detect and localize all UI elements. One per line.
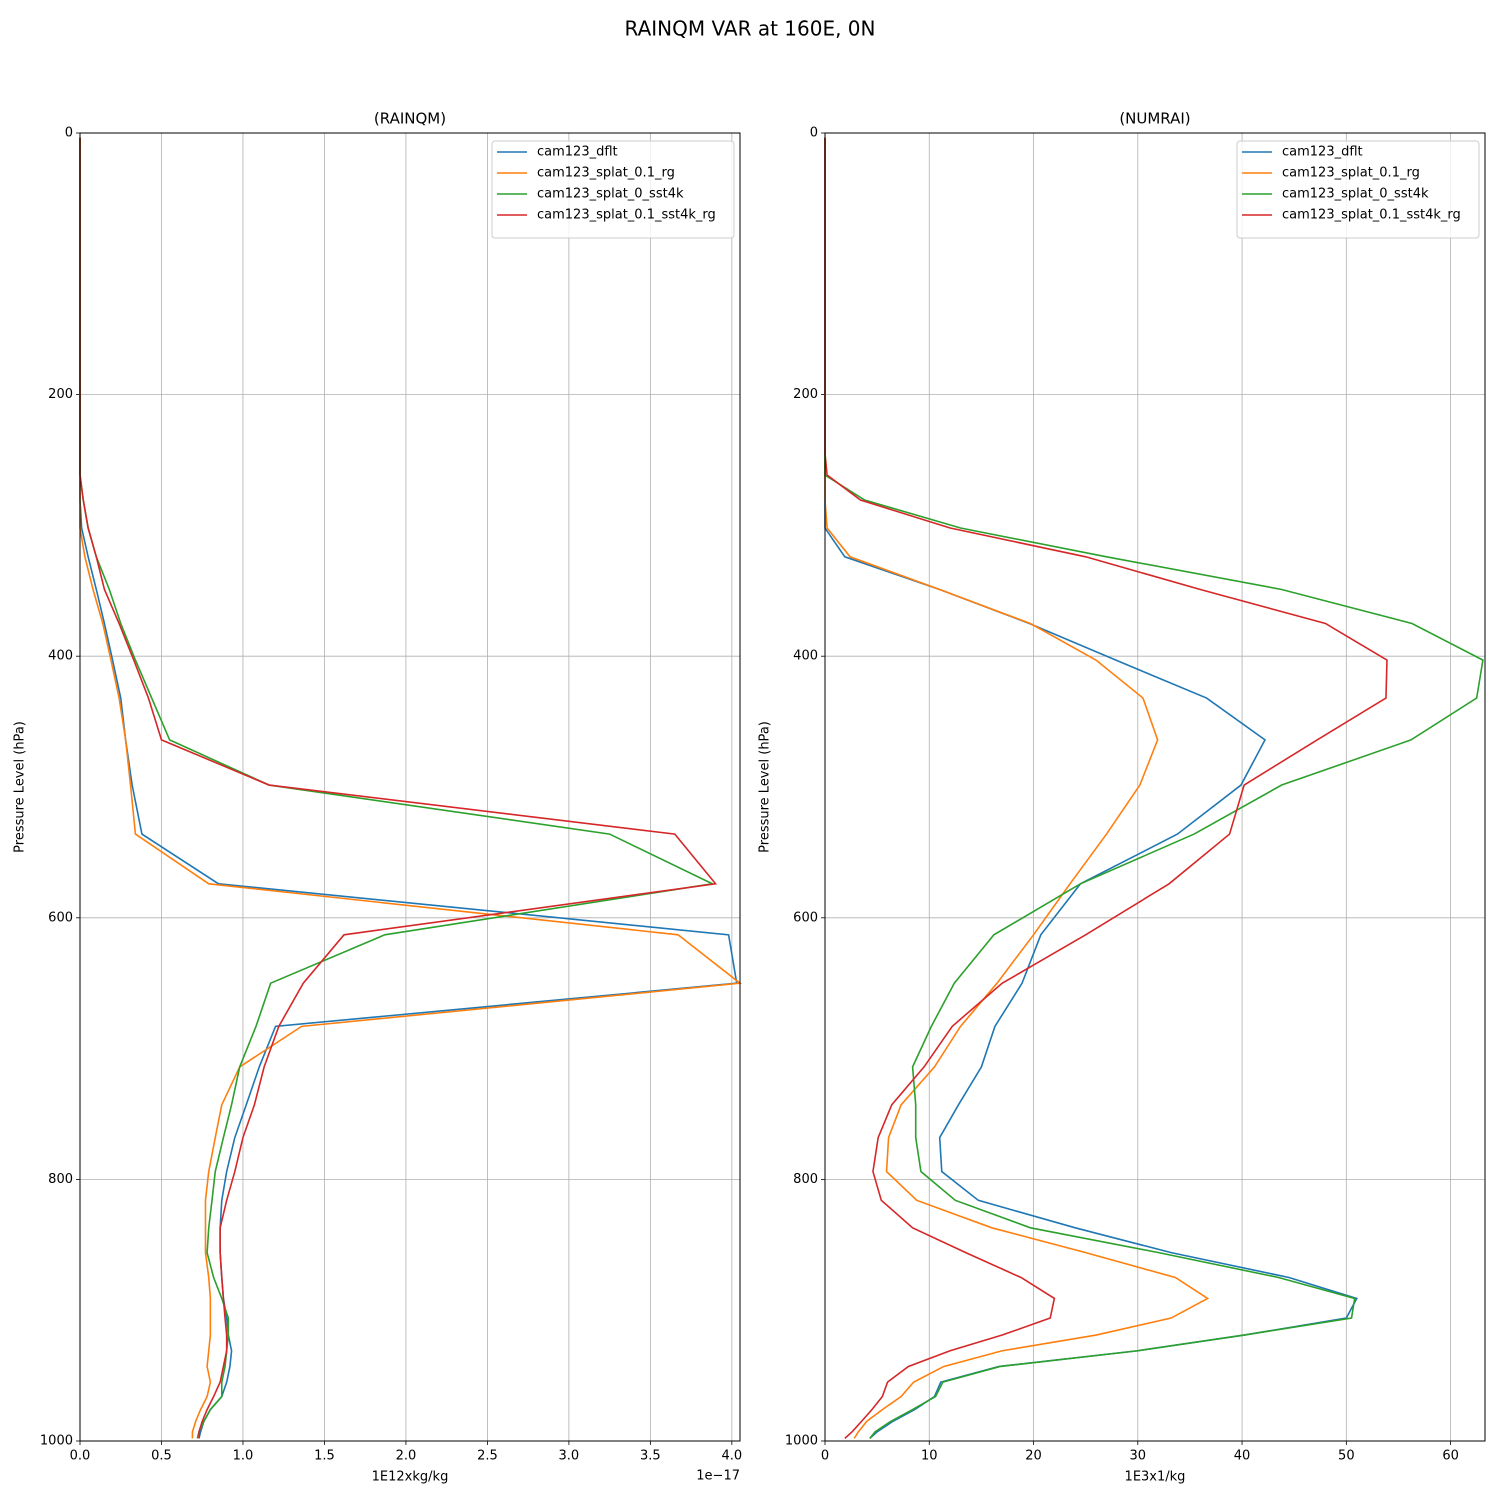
legend-label: cam123_dflt (1282, 145, 1363, 160)
y-tick-label: 800 (793, 1172, 818, 1187)
y-tick-label: 0 (810, 126, 818, 141)
y-axis-label: Pressure Level (hPa) (13, 721, 28, 853)
legend-label: cam123_splat_0.1_rg (1282, 166, 1420, 181)
x-tick-label: 0.0 (70, 1449, 91, 1464)
legend: cam123_dflt cam123_splat_0.1_rg cam123_spl… (1236, 140, 1480, 239)
data-line (79, 137, 718, 1439)
data-line (79, 137, 743, 1439)
legend-label: cam123_splat_0_sst4k (1282, 187, 1429, 202)
legend-label: cam123_dflt (537, 145, 618, 160)
legend: cam123_dflt cam123_splat_0.1_rg cam123_spl… (491, 140, 735, 239)
x-tick-label: 4.0 (722, 1449, 743, 1464)
y-tick-label: 200 (48, 387, 73, 402)
x-tick-label: 3.0 (559, 1449, 580, 1464)
x-axis-label: 1E3x1/kg (1125, 1470, 1186, 1485)
legend-label: cam123_splat_0.1_sst4k_rg (1282, 208, 1461, 223)
data-line (824, 137, 1484, 1439)
x-tick-label: 10 (921, 1449, 938, 1464)
y-tick-label: 600 (793, 910, 818, 925)
x-tick-label: 1.5 (314, 1449, 335, 1464)
legend-label: cam123_splat_0.1_sst4k_rg (537, 208, 716, 223)
y-tick-label: 0 (65, 126, 73, 141)
data-line (79, 137, 715, 1439)
y-tick-label: 400 (793, 649, 818, 664)
y-tick-label: 400 (48, 649, 73, 664)
x-tick-label: 40 (1234, 1449, 1251, 1464)
axes-frame (824, 132, 1486, 1442)
y-axis-label: Pressure Level (hPa) (758, 721, 773, 853)
y-tick-label: 1000 (785, 1434, 818, 1449)
axes-title: (RAINQM) (374, 110, 446, 128)
x-tick-label: 2.5 (477, 1449, 498, 1464)
x-tick-label: 30 (1130, 1449, 1147, 1464)
x-tick-label: 60 (1442, 1449, 1459, 1464)
y-tick-label: 800 (48, 1172, 73, 1187)
legend-label: cam123_splat_0.1_rg (537, 166, 675, 181)
y-tick-label: 1000 (40, 1434, 73, 1449)
legend-frame (1236, 140, 1480, 239)
axes-title: (NUMRAI) (1119, 110, 1190, 128)
x-tick-label: 1.0 (233, 1449, 254, 1464)
axes-frame (79, 132, 741, 1442)
x-tick-label: 20 (1025, 1449, 1042, 1464)
x-tick-label: 2.0 (396, 1449, 417, 1464)
data-line (824, 137, 1388, 1439)
x-tick-label: 50 (1338, 1449, 1355, 1464)
y-tick-label: 600 (48, 910, 73, 925)
figure-title: RAINQM VAR at 160E, 0N (625, 17, 876, 41)
legend-frame (491, 140, 735, 239)
x-tick-label: 0.5 (151, 1449, 172, 1464)
y-tick-label: 200 (793, 387, 818, 402)
data-line (824, 137, 1210, 1439)
x-tick-label: 3.5 (640, 1449, 661, 1464)
x-axis-label: 1E12xkg/kg (372, 1470, 449, 1485)
x-tick-label: 0 (821, 1449, 829, 1464)
data-line (79, 137, 738, 1439)
axes: 0.0 0.5 1.0 1.5 2.0 2.5 3.0 3.5 4.0 0 200 400 600 800… (13, 110, 743, 1485)
x-offset-label: 1e−17 (696, 1469, 740, 1484)
legend-label: cam123_splat_0_sst4k (537, 187, 684, 202)
axes: 0 10 20 30 40 50 6002004006008001000(NUMRAI)1E… (758, 110, 1486, 1485)
